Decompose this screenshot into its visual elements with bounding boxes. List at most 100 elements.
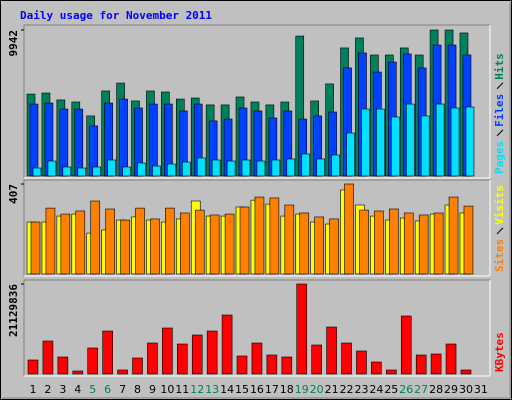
bar bbox=[356, 350, 367, 375]
bar bbox=[346, 132, 355, 177]
legend-separator bbox=[496, 82, 504, 90]
bar bbox=[361, 108, 370, 177]
bar bbox=[374, 210, 384, 275]
bar bbox=[47, 160, 57, 177]
bar bbox=[418, 214, 429, 275]
bar bbox=[301, 153, 311, 177]
bar bbox=[152, 165, 161, 177]
bar bbox=[60, 213, 71, 275]
x-tick-label: 5 bbox=[89, 383, 96, 396]
bar bbox=[194, 209, 205, 275]
bar bbox=[107, 159, 116, 177]
bar bbox=[269, 197, 280, 275]
bar bbox=[122, 166, 131, 177]
bar bbox=[465, 106, 475, 177]
bar bbox=[29, 103, 39, 177]
bar bbox=[209, 214, 220, 275]
bar bbox=[221, 314, 233, 375]
bar bbox=[331, 154, 340, 177]
bar bbox=[74, 108, 84, 177]
bar bbox=[450, 107, 460, 177]
x-tick-label: 23 bbox=[354, 383, 368, 396]
legend-label: Pages bbox=[493, 141, 506, 174]
bar bbox=[167, 163, 176, 177]
x-tick-label: 24 bbox=[369, 383, 383, 396]
bar bbox=[177, 343, 188, 375]
bar bbox=[251, 342, 263, 375]
bar bbox=[271, 159, 281, 177]
legend-label: Hits bbox=[493, 53, 506, 80]
bar bbox=[241, 159, 251, 177]
y-tick-label: 407 bbox=[7, 184, 20, 204]
legend-label: KBytes bbox=[493, 332, 506, 372]
bar bbox=[196, 157, 206, 177]
y-tick-label: 21129836 bbox=[7, 284, 20, 337]
x-tick-label: 22 bbox=[340, 383, 354, 396]
bar bbox=[376, 108, 385, 177]
x-tick-label: 16 bbox=[250, 383, 264, 396]
bar bbox=[92, 166, 102, 177]
legend-separator bbox=[496, 129, 504, 137]
x-tick-label: 4 bbox=[74, 383, 81, 396]
x-tick-label: 29 bbox=[444, 383, 458, 396]
bar bbox=[256, 160, 266, 177]
bar bbox=[62, 166, 72, 177]
bar bbox=[311, 344, 322, 375]
bar bbox=[415, 354, 427, 375]
legend-label: Visits bbox=[493, 185, 506, 225]
bar bbox=[72, 370, 84, 375]
bar bbox=[420, 115, 430, 177]
x-tick-label: 31 bbox=[474, 383, 488, 396]
bar bbox=[77, 167, 87, 177]
x-tick-label: 25 bbox=[384, 383, 398, 396]
x-tick-label: 1 bbox=[30, 383, 37, 396]
bar bbox=[162, 327, 173, 375]
bar bbox=[296, 283, 308, 375]
bar bbox=[359, 209, 369, 275]
bar bbox=[211, 159, 221, 177]
bar bbox=[460, 369, 472, 375]
bar bbox=[75, 210, 86, 275]
bar bbox=[254, 196, 265, 275]
bar bbox=[463, 205, 474, 275]
bar bbox=[87, 347, 99, 375]
bar bbox=[117, 369, 128, 375]
bar bbox=[27, 359, 39, 375]
bar bbox=[299, 212, 310, 275]
bar bbox=[281, 356, 293, 375]
legend-label: Sites bbox=[493, 239, 506, 272]
bar bbox=[344, 183, 354, 275]
bar bbox=[266, 354, 278, 375]
bar bbox=[430, 353, 442, 375]
bar bbox=[30, 221, 41, 275]
legend-separator bbox=[496, 227, 504, 235]
bar bbox=[206, 330, 218, 375]
bar bbox=[180, 212, 190, 275]
bar bbox=[42, 340, 54, 375]
bar bbox=[149, 103, 158, 177]
bar bbox=[57, 356, 69, 375]
bar bbox=[239, 206, 250, 275]
x-tick-label: 6 bbox=[104, 383, 111, 396]
bar bbox=[314, 216, 324, 275]
chart-title: Daily usage for November 2011 bbox=[20, 9, 212, 22]
bar bbox=[445, 343, 457, 375]
bar bbox=[105, 208, 115, 275]
x-tick-label: 17 bbox=[265, 383, 279, 396]
x-tick-label: 15 bbox=[235, 383, 249, 396]
bar bbox=[120, 219, 130, 275]
bar bbox=[341, 342, 352, 375]
bar bbox=[135, 207, 145, 275]
x-tick-label: 9 bbox=[149, 383, 156, 396]
bar bbox=[224, 213, 235, 275]
bar bbox=[90, 200, 101, 275]
x-tick-label: 14 bbox=[220, 383, 234, 396]
x-tick-label: 21 bbox=[325, 383, 339, 396]
bar bbox=[45, 207, 56, 275]
x-tick-label: 28 bbox=[429, 383, 443, 396]
bar bbox=[150, 218, 160, 275]
bar bbox=[329, 218, 339, 275]
bar bbox=[389, 208, 399, 275]
bar bbox=[32, 167, 42, 177]
